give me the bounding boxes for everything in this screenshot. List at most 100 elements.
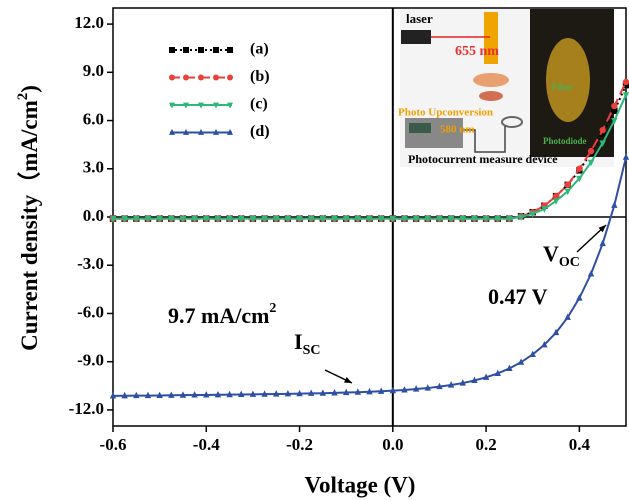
legend-marker xyxy=(213,102,219,109)
data-point xyxy=(389,216,397,223)
annotation: 9.7 mA/cm2 xyxy=(168,301,276,328)
y-tick-label: 0.0 xyxy=(83,206,104,225)
data-point xyxy=(308,389,315,396)
data-point xyxy=(121,216,128,223)
y-tick-label: 6.0 xyxy=(83,109,104,128)
data-point xyxy=(319,389,327,396)
legend-label: (c) xyxy=(250,96,268,113)
data-point xyxy=(319,216,327,223)
data-point xyxy=(471,216,478,223)
data-point xyxy=(401,386,408,393)
data-point xyxy=(296,389,303,397)
data-point xyxy=(622,92,629,99)
data-point xyxy=(576,175,583,183)
legend-marker xyxy=(198,47,204,53)
y-tick-label: 12.0 xyxy=(74,13,104,32)
inset-label: laser xyxy=(406,11,433,26)
inset-label: 580 nm xyxy=(440,124,475,136)
data-point xyxy=(144,391,152,399)
data-point xyxy=(191,391,198,398)
legend-marker xyxy=(213,47,219,53)
data-point xyxy=(273,390,280,397)
data-point xyxy=(389,386,397,394)
y-tick-label: -3.0 xyxy=(77,254,104,273)
data-point xyxy=(494,216,501,223)
data-point xyxy=(447,381,455,388)
data-point xyxy=(133,216,140,223)
data-point xyxy=(156,391,163,399)
data-point xyxy=(436,382,443,390)
data-point xyxy=(506,216,513,223)
annotation-text: 9.7 mA/cm xyxy=(168,303,269,328)
data-point xyxy=(342,216,350,223)
y-axis-label-part: ) xyxy=(17,85,42,93)
data-point xyxy=(168,216,175,223)
data-point xyxy=(179,391,187,398)
legend-marker xyxy=(227,47,233,53)
data-point xyxy=(622,153,629,160)
inset-label: Photocurrent measure device xyxy=(408,152,558,166)
legend-marker xyxy=(169,74,175,81)
legend-marker xyxy=(169,128,175,135)
data-point xyxy=(366,216,373,223)
inset-photo xyxy=(400,9,614,167)
x-axis-label: Voltage (V) xyxy=(305,472,416,497)
data-point xyxy=(494,369,501,376)
data-point xyxy=(261,216,268,223)
data-point xyxy=(168,391,175,398)
y-axis-label: Current density（mA/cm2) xyxy=(15,85,42,351)
data-point xyxy=(599,130,606,137)
data-point xyxy=(144,216,152,223)
data-point xyxy=(226,216,233,223)
data-point xyxy=(611,102,618,110)
arrow-head xyxy=(598,225,606,233)
data-point xyxy=(622,78,629,86)
x-tick-label: -0.2 xyxy=(286,435,313,454)
data-point xyxy=(459,379,466,386)
inset-label: Photo Upconversion xyxy=(398,107,493,119)
data-point xyxy=(412,385,420,392)
data-point xyxy=(284,390,292,397)
data-point xyxy=(354,388,362,395)
data-point xyxy=(156,216,163,223)
data-point xyxy=(564,313,571,320)
y-tick-label: 3.0 xyxy=(83,158,104,177)
data-point xyxy=(366,387,373,395)
legend-label: (b) xyxy=(250,68,270,85)
annotation-text: 0.47 V xyxy=(488,284,548,309)
data-point xyxy=(552,198,560,205)
data-point xyxy=(203,216,210,223)
annotation-sub: SC xyxy=(303,343,321,358)
legend-marker xyxy=(227,74,233,81)
legend-marker xyxy=(198,102,204,109)
data-point xyxy=(331,216,338,223)
data-point xyxy=(471,376,478,384)
x-tick-label: -0.4 xyxy=(193,435,220,454)
data-point xyxy=(238,390,245,398)
data-point xyxy=(331,389,338,396)
annotation-sup: 2 xyxy=(269,301,276,316)
data-point xyxy=(109,392,117,399)
data-point xyxy=(552,328,560,336)
data-point xyxy=(121,391,128,399)
inset-label: Fiber xyxy=(552,82,573,92)
data-point xyxy=(401,216,408,223)
data-point xyxy=(459,216,466,223)
data-point xyxy=(611,117,618,125)
data-point xyxy=(377,387,385,394)
legend-marker xyxy=(198,74,204,81)
y-axis-label-part: Current density（mA/cm xyxy=(16,100,42,351)
data-point xyxy=(517,214,525,221)
data-point xyxy=(587,159,595,167)
data-point xyxy=(203,391,210,398)
data-point xyxy=(447,216,455,223)
data-point xyxy=(226,390,233,398)
data-point xyxy=(249,390,257,397)
x-tick-label: -0.6 xyxy=(100,435,127,454)
data-point xyxy=(541,340,548,348)
data-point xyxy=(377,216,385,223)
x-tick-label: 0.0 xyxy=(382,435,403,454)
legend-marker xyxy=(198,128,204,135)
annotation: 0.47 V xyxy=(488,284,548,309)
